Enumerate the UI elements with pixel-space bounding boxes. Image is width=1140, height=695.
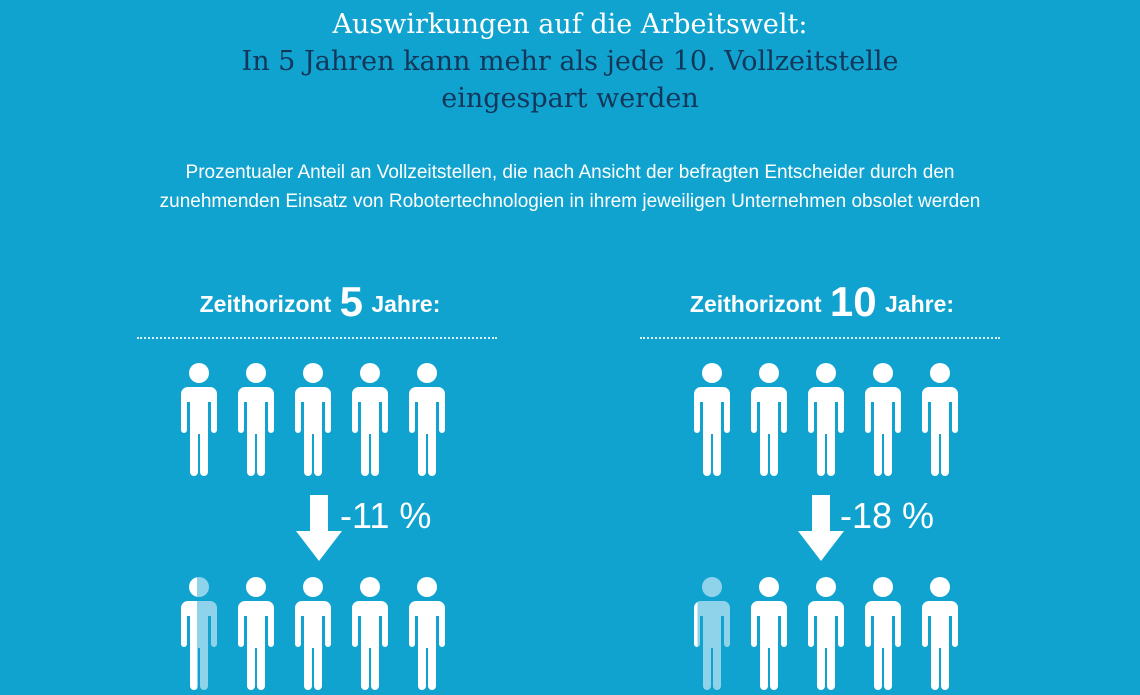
person-icon bbox=[295, 363, 331, 476]
percent-label-10: -18 % bbox=[840, 495, 935, 536]
horizon-prefix: Zeithorizont bbox=[689, 291, 822, 317]
person-icon bbox=[181, 577, 217, 690]
horizon-label-5: Zeithorizont 5 Jahre: bbox=[130, 278, 510, 326]
horizon-suffix: Jahre: bbox=[371, 291, 441, 317]
person-icon bbox=[409, 363, 445, 476]
person-icon bbox=[238, 577, 274, 690]
person-icon bbox=[808, 577, 844, 690]
divider-dots bbox=[640, 337, 1000, 339]
person-icon bbox=[295, 577, 331, 690]
person-icon bbox=[694, 577, 730, 690]
subtitle-line-1: Prozentualer Anteil an Vollzeitstellen, … bbox=[185, 162, 955, 183]
subtitle: Prozentualer Anteil an Vollzeitstellen, … bbox=[0, 158, 1140, 216]
person-icon bbox=[352, 577, 388, 690]
percent-label-5: -11 % bbox=[340, 495, 432, 536]
horizon-prefix: Zeithorizont bbox=[199, 291, 332, 317]
person-icon bbox=[694, 363, 730, 476]
person-icon bbox=[751, 363, 787, 476]
people-before-5 bbox=[181, 363, 445, 476]
horizon-suffix: Jahre: bbox=[885, 291, 955, 317]
person-icon bbox=[352, 363, 388, 476]
divider-dots bbox=[137, 337, 497, 339]
arrow-down-icon bbox=[798, 495, 844, 561]
headline-line-3: eingespart werden bbox=[441, 83, 699, 114]
horizon-number: 5 bbox=[339, 278, 363, 325]
person-icon bbox=[922, 363, 958, 476]
person-icon bbox=[181, 363, 217, 476]
person-icon bbox=[922, 577, 958, 690]
person-icon bbox=[409, 577, 445, 690]
headline: Auswirkungen auf die Arbeitswelt: In 5 J… bbox=[0, 6, 1140, 117]
person-icon bbox=[865, 577, 901, 690]
people-after-10 bbox=[694, 577, 958, 690]
arrow-down-icon bbox=[296, 495, 342, 561]
person-icon bbox=[865, 363, 901, 476]
headline-line-2: In 5 Jahren kann mehr als jede 10. Vollz… bbox=[241, 46, 899, 77]
person-icon bbox=[751, 577, 787, 690]
people-before-10 bbox=[694, 363, 958, 476]
people-after-5 bbox=[181, 577, 445, 690]
subtitle-line-2: zunehmenden Einsatz von Robotertechnolog… bbox=[159, 191, 981, 212]
horizon-number: 10 bbox=[829, 278, 877, 325]
person-icon bbox=[238, 363, 274, 476]
person-icon bbox=[808, 363, 844, 476]
headline-line-1: Auswirkungen auf die Arbeitswelt: bbox=[332, 9, 808, 40]
horizon-label-10: Zeithorizont 10 Jahre: bbox=[632, 278, 1012, 326]
